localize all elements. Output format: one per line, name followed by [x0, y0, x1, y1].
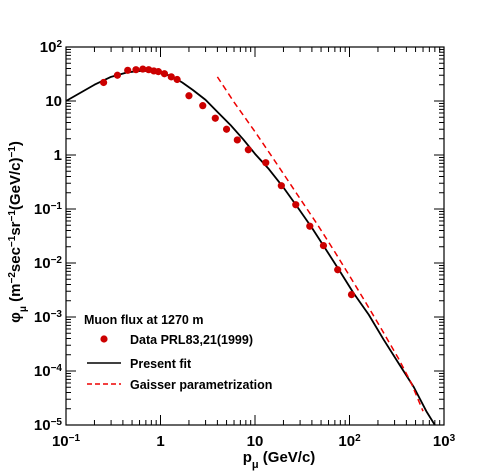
x-axis-label-sub: μ: [252, 459, 259, 471]
legend-label-fit: Present fit: [130, 357, 192, 371]
data-point: [233, 136, 241, 144]
data-point: [222, 125, 231, 133]
x-tick-label: 10−1: [52, 433, 81, 451]
y-axis-label-main: φ: [7, 312, 24, 323]
x-tick-label: 10: [247, 433, 264, 450]
data-point: [199, 102, 207, 110]
data-point: [113, 71, 122, 79]
data-point: [347, 290, 356, 299]
data-point: [139, 65, 147, 73]
gaisser-curve: [216, 76, 424, 412]
y-tick-label: 10−3: [34, 309, 63, 327]
legend-marker-data: [100, 335, 108, 343]
data-point: [262, 159, 270, 167]
legend: Muon flux at 1270 m Data PRL83,21(1999) …: [84, 313, 272, 392]
y-tick-label: 10−5: [34, 417, 63, 435]
data-point: [334, 266, 342, 274]
y-axis-label: φμ (m−2sec−1sr−1(GeV/c)−1): [7, 141, 29, 323]
x-tick-labels: 10−1 1 10 102 103: [52, 433, 456, 451]
legend-label-gaisser: Gaisser parametrization: [130, 378, 272, 392]
y-tick-label: 10: [45, 93, 62, 110]
x-tick-label: 103: [433, 433, 456, 451]
x-tick-label: 1: [156, 433, 164, 450]
x-axis-label-main: p: [243, 449, 252, 466]
plot-marks: [66, 65, 436, 425]
x-axis-label-rest: (GeV/c): [259, 449, 316, 466]
x-tick-label: 102: [338, 433, 361, 451]
data-point: [100, 78, 108, 87]
data-point: [244, 146, 252, 154]
y-tick-label: 102: [40, 39, 63, 57]
data-point: [160, 70, 169, 78]
data-point: [167, 73, 175, 81]
data-point: [154, 68, 162, 76]
data-point: [306, 222, 314, 230]
data-point: [132, 66, 140, 74]
data-point: [185, 92, 193, 100]
y-axis-label-p1: (m: [7, 284, 24, 307]
y-axis-label-p3: sr: [7, 221, 24, 235]
y-tick-labels: 102 10 1 10−1 10−2 10−3 10−4 10−5: [34, 39, 63, 435]
legend-label-data: Data PRL83,21(1999): [130, 333, 253, 347]
data-point: [173, 75, 181, 84]
y-tick-label: 10−2: [34, 255, 63, 273]
y-axis-label-p4: (GeV/c): [7, 158, 24, 211]
y-axis-label-e3: −1: [7, 210, 18, 222]
y-axis-label-e1: −2: [7, 272, 18, 284]
y-axis-label-p2: sec: [7, 247, 24, 272]
y-tick-label: 10−1: [34, 201, 63, 219]
data-point: [277, 182, 285, 190]
data-point: [292, 201, 300, 209]
data-point: [124, 66, 132, 74]
y-tick-label: 1: [54, 147, 62, 164]
y-axis-label-p5: ): [7, 141, 24, 146]
data-point: [319, 242, 328, 250]
y-axis-label-sub: μ: [18, 306, 29, 312]
axis-ticks: [65, 46, 445, 426]
legend-title: Muon flux at 1270 m: [84, 313, 203, 327]
x-axis-label: pμ (GeV/c): [243, 449, 316, 471]
y-axis-label-e2: −1: [7, 235, 18, 247]
y-axis-label-e4: −1: [7, 146, 18, 158]
y-tick-label: 10−4: [34, 363, 63, 381]
data-point: [211, 114, 219, 122]
